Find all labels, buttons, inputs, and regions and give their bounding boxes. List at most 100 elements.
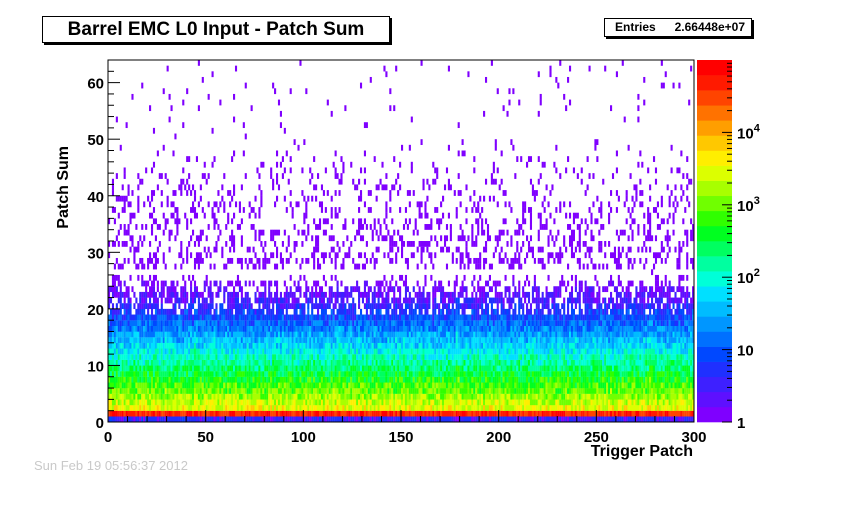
heatmap-cell	[352, 388, 355, 394]
heatmap-cell	[387, 252, 390, 259]
heatmap-cell	[330, 235, 333, 242]
heatmap-cell	[225, 399, 228, 406]
heatmap-cell	[108, 359, 111, 366]
heatmap-cell	[289, 167, 292, 174]
heatmap-cell	[320, 416, 324, 423]
heatmap-cell	[367, 376, 370, 383]
heatmap-cell	[361, 359, 365, 366]
heatmap-cell	[399, 184, 402, 191]
heatmap-cell	[301, 167, 304, 174]
heatmap-cell	[356, 320, 359, 326]
heatmap-cell	[164, 173, 167, 179]
heatmap-cell	[199, 388, 202, 394]
heatmap-cell	[326, 359, 329, 366]
heatmap-cell	[158, 371, 161, 377]
heatmap-cell	[338, 348, 341, 355]
heatmap-cell	[428, 224, 431, 230]
heatmap-cell	[328, 376, 331, 383]
heatmap-cell	[154, 371, 157, 377]
heatmap-cell	[393, 410, 396, 417]
heatmap-cell	[180, 388, 183, 394]
heatmap-cell	[231, 320, 234, 326]
heatmap-cell	[408, 399, 411, 406]
heatmap-cell	[324, 320, 327, 326]
heatmap-cell	[256, 371, 259, 377]
heatmap-cell	[365, 122, 368, 129]
heatmap-cell	[379, 382, 382, 389]
heatmap-cell	[424, 337, 427, 343]
heatmap-cell	[186, 331, 189, 338]
heatmap-cell	[149, 382, 152, 389]
heatmap-cell	[309, 382, 312, 389]
heatmap-cell	[352, 416, 355, 423]
heatmap-cell	[371, 348, 374, 355]
heatmap-cell	[113, 263, 116, 270]
heatmap-cell	[432, 382, 435, 389]
heatmap-cell	[285, 388, 288, 394]
heatmap-cell	[188, 348, 191, 355]
heatmap-cell	[379, 331, 382, 338]
heatmap-cell	[172, 371, 175, 377]
entries-label: Entries	[615, 20, 656, 34]
heatmap-cell	[436, 173, 439, 179]
heatmap-cell	[266, 303, 269, 310]
heatmap-cell	[150, 190, 154, 196]
heatmap-cell	[197, 331, 200, 338]
heatmap-cell	[311, 314, 314, 321]
heatmap-cell	[242, 122, 245, 129]
heatmap-cell	[408, 348, 411, 355]
heatmap-cell	[330, 325, 333, 332]
heatmap-cell	[424, 388, 427, 394]
heatmap-cell	[418, 405, 421, 411]
heatmap-cell	[340, 178, 343, 185]
heatmap-cell	[436, 359, 439, 366]
heatmap-cell	[154, 320, 157, 326]
heatmap-cell	[141, 263, 144, 270]
heatmap-cell	[369, 325, 372, 332]
heatmap-cell	[162, 393, 165, 400]
heatmap-cell	[385, 303, 388, 310]
heatmap-cell	[387, 331, 390, 338]
heatmap-cell	[385, 371, 388, 377]
heatmap-cell	[211, 212, 214, 219]
heatmap-cell	[330, 388, 333, 394]
heatmap-cell	[412, 371, 415, 377]
heatmap-cell	[234, 342, 238, 349]
heatmap-cell	[213, 405, 216, 411]
heatmap-cell	[156, 184, 159, 191]
heatmap-cell	[121, 263, 124, 270]
heatmap-cell	[318, 382, 322, 389]
heatmap-cell	[115, 405, 118, 411]
heatmap-cell	[410, 331, 413, 338]
heatmap-cell	[336, 241, 339, 247]
heatmap-cell	[377, 359, 380, 366]
heatmap-cell	[207, 354, 210, 360]
heatmap-cell	[311, 325, 314, 332]
heatmap-cell	[209, 337, 212, 343]
heatmap-cell	[322, 393, 325, 400]
heatmap-cell	[408, 190, 411, 196]
heatmap-cell	[350, 331, 353, 338]
heatmap-cell	[199, 393, 202, 400]
heatmap-cell	[152, 399, 156, 406]
heatmap-cell	[397, 246, 400, 253]
heatmap-cell	[363, 354, 366, 360]
heatmap-cell	[184, 405, 187, 411]
heatmap-cell	[344, 105, 347, 112]
heatmap-cell	[338, 399, 341, 406]
heatmap-cell	[221, 388, 224, 394]
heatmap-cell	[236, 416, 240, 423]
heatmap-cell	[262, 257, 265, 264]
heatmap-cell	[260, 382, 263, 389]
heatmap-cell	[213, 212, 216, 219]
heatmap-cell	[404, 348, 408, 355]
heatmap-cell	[408, 376, 411, 383]
heatmap-cell	[383, 376, 386, 383]
heatmap-cell	[197, 365, 200, 372]
heatmap-cell	[184, 297, 187, 304]
heatmap-cell	[455, 348, 458, 355]
heatmap-cell	[154, 365, 157, 372]
heatmap-cell	[152, 354, 156, 360]
heatmap-cell	[133, 314, 136, 321]
heatmap-cell	[193, 241, 197, 247]
